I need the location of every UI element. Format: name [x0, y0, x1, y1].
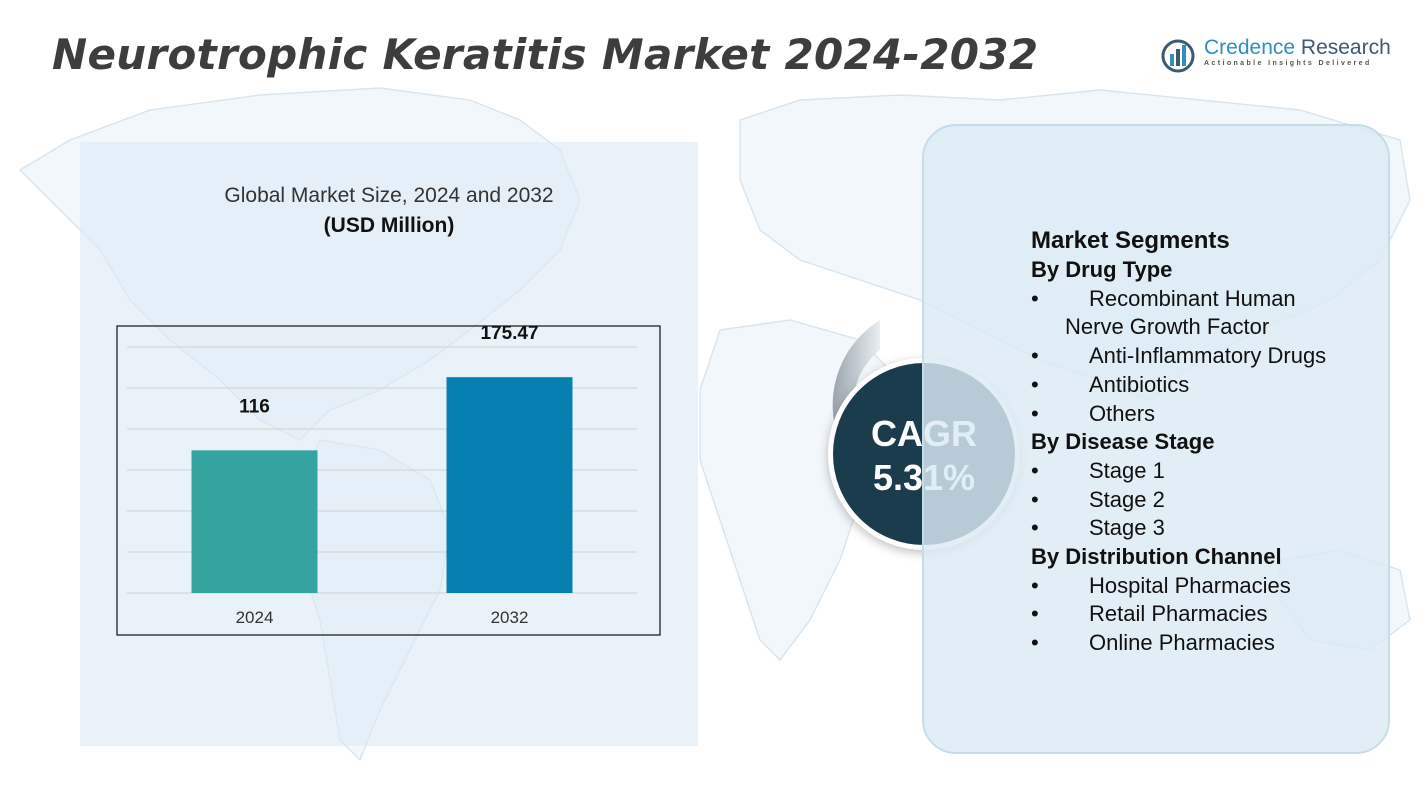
bullet-icon: • — [1031, 285, 1039, 311]
bullet-icon: • — [1031, 572, 1039, 598]
segment-item: • Anti-Inflammatory Drugs — [1031, 342, 1381, 371]
segment-item-label-continued: Nerve Growth Factor — [1065, 314, 1270, 340]
segments-list: Market Segments By Drug Type • Recombina… — [1031, 226, 1381, 658]
x-tick-label-2032: 2032 — [491, 608, 529, 627]
segment-item: • Recombinant Human Nerve Growth Factor — [1031, 285, 1381, 342]
bullet-icon: • — [1031, 601, 1039, 627]
segment-item-label: Anti-Inflammatory Drugs — [1089, 343, 1327, 369]
chart-panel: Global Market Size, 2024 and 2032 (USD M… — [80, 142, 698, 746]
bar-2024 — [191, 450, 318, 593]
segment-item-label: Stage 1 — [1089, 457, 1165, 483]
data-label-2024: 116 — [239, 396, 270, 417]
page-title: Neurotrophic Keratitis Market 2024-2032 — [52, 30, 1039, 79]
segments-panel — [922, 124, 1390, 754]
segment-item: • Antibiotics — [1031, 371, 1381, 400]
chart-frame — [116, 325, 661, 636]
segment-item: • Stage 2 — [1031, 486, 1381, 515]
bullet-icon: • — [1031, 457, 1039, 483]
segment-item-label: Stage 3 — [1089, 515, 1165, 541]
data-label-2032: 175.47 — [480, 323, 538, 344]
segment-item: • Others — [1031, 400, 1381, 429]
segment-item: • Hospital Pharmacies — [1031, 572, 1381, 601]
segment-group-title: By Drug Type — [1031, 257, 1173, 282]
segment-item-label: Stage 2 — [1089, 486, 1165, 512]
logo-name-part2: Research — [1300, 36, 1391, 59]
segment-item-label: Hospital Pharmacies — [1089, 572, 1291, 598]
bullet-icon: • — [1031, 400, 1039, 426]
segment-item: • Retail Pharmacies — [1031, 600, 1381, 629]
brand-logo: Credence Research Actionable Insights De… — [1160, 36, 1400, 76]
logo-name-part1: Credence — [1204, 36, 1296, 59]
segment-item: • Stage 3 — [1031, 514, 1381, 543]
segment-group-title: By Distribution Channel — [1031, 544, 1282, 570]
segment-group-title: By Disease Stage — [1031, 429, 1215, 455]
bar-2032 — [446, 377, 573, 593]
chart-unit: (USD Million) — [323, 214, 455, 237]
bullet-icon: • — [1031, 343, 1039, 369]
bullet-icon: • — [1031, 630, 1039, 656]
x-tick-label-2024: 2024 — [236, 608, 274, 627]
segment-item-label: Retail Pharmacies — [1089, 601, 1268, 627]
bullet-icon: • — [1031, 515, 1039, 541]
segment-item-label: Others — [1089, 400, 1156, 426]
logo-icon — [1161, 39, 1195, 73]
bullet-icon: • — [1031, 371, 1039, 397]
logo-tagline: Actionable Insights Delivered — [1204, 60, 1372, 67]
segment-item: • Online Pharmacies — [1031, 629, 1381, 658]
logo-name: Credence Research — [1204, 36, 1391, 60]
segment-item-label: Antibiotics — [1089, 371, 1190, 397]
segment-item-label: Online Pharmacies — [1089, 630, 1275, 656]
bar-chart: 116 2024 175.47 2032 — [116, 323, 661, 636]
chart-title: Global Market Size, 2024 and 2032 — [224, 184, 554, 207]
segments-title: Market Segments — [1031, 227, 1230, 254]
segment-item-label: Recombinant Human — [1089, 285, 1296, 311]
segment-item: • Stage 1 — [1031, 457, 1381, 486]
bullet-icon: • — [1031, 486, 1039, 512]
